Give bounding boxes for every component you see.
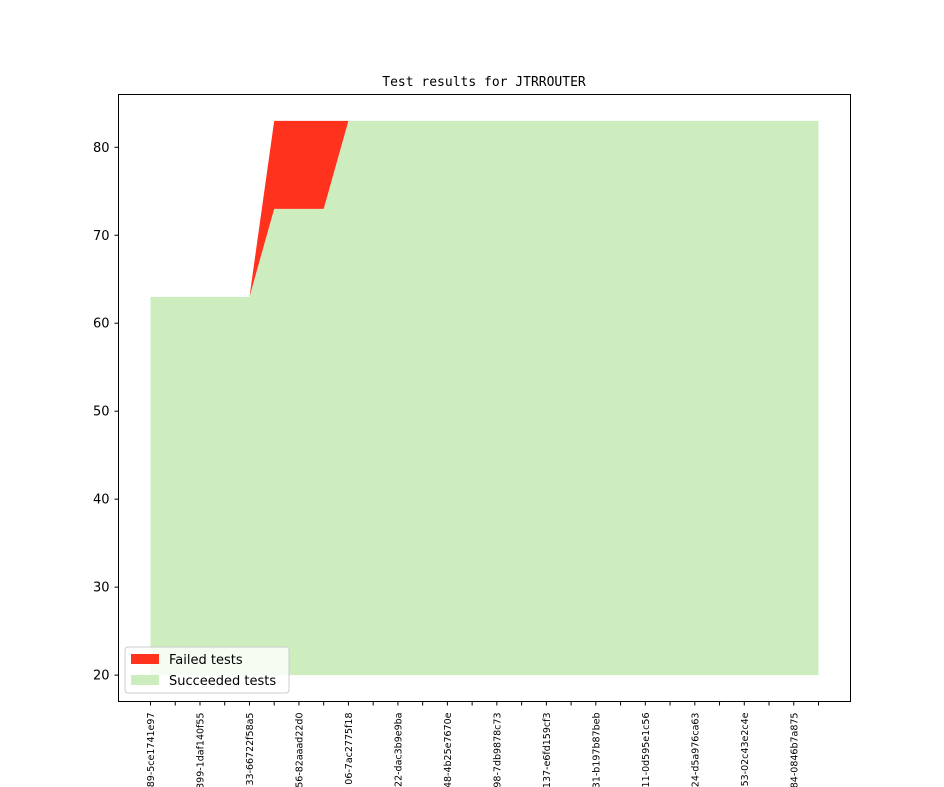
chart-title: Test results for JTRROUTER — [382, 75, 586, 90]
x-tick-label: 24-d5a976ca63 — [690, 713, 701, 787]
x-tick-label: 89-5ce1741e97 — [146, 713, 157, 787]
x-tick-label: 48-4b25e7670e — [443, 712, 454, 787]
x-tick-label: 22-dac3b9e9ba — [393, 713, 404, 787]
y-tick-label: 60 — [93, 317, 110, 332]
area-failed-tests — [150, 120, 819, 297]
x-tick-label: 53-02c43e2c4e — [740, 712, 751, 786]
x-tick-label: 137-e6fd159cf3 — [542, 713, 553, 787]
x-tick-label: 399-1daf140f55 — [195, 713, 206, 787]
y-tick-label: 20 — [93, 669, 110, 684]
y-tick-label: 50 — [93, 405, 110, 420]
y-tick-label: 30 — [93, 581, 110, 596]
x-axis: 89-5ce1741e97 399-1daf140f55 33-66722f58a5… — [146, 701, 819, 787]
x-tick-label: 31-b197b87beb — [591, 713, 602, 787]
y-tick-label: 70 — [93, 229, 110, 244]
x-tick-label: 98-7db9878c73 — [492, 713, 503, 787]
legend-label-failed: Failed tests — [169, 653, 243, 668]
y-tick-label: 40 — [93, 493, 110, 508]
plot-frame — [118, 94, 851, 702]
legend-swatch-failed — [131, 654, 159, 664]
x-tick-label: 06-7ac2775f18 — [344, 713, 355, 785]
legend-box — [124, 646, 290, 694]
y-axis: 20 30 40 50 60 70 80 — [93, 141, 119, 684]
legend-label-succeeded: Succeeded tests — [169, 674, 276, 689]
area-succeeded-tests — [150, 120, 819, 676]
legend-swatch-succeeded — [131, 675, 159, 685]
y-tick-label: 80 — [93, 141, 110, 156]
x-tick-label: 33-66722f58a5 — [245, 713, 256, 786]
x-tick-label: 11-0d595e1c56 — [641, 713, 652, 787]
legend: Failed tests Succeeded tests — [124, 646, 290, 694]
x-tick-label: 56-82aaad22d0 — [294, 713, 305, 787]
x-tick-label: 84-0846b7a875 — [789, 713, 800, 787]
area-layer — [150, 120, 819, 676]
